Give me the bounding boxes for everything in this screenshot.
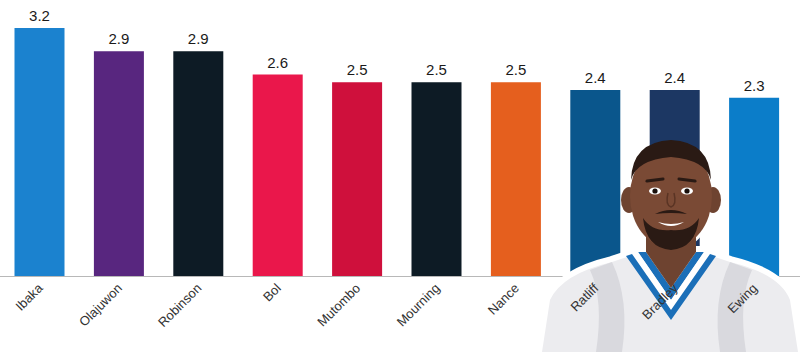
category-label: Mutombo [314, 281, 363, 330]
bar [570, 90, 620, 276]
bar [412, 82, 462, 276]
data-label: 2.5 [347, 61, 368, 78]
data-label: 2.3 [744, 77, 765, 94]
chart: 3.2 2.9 2.9 2.6 2.5 2.5 2.5 2.4 2.4 2.3 Ibaka Olaju… [0, 0, 800, 352]
data-label: 3.2 [29, 7, 50, 24]
bar [332, 82, 382, 276]
bar [253, 75, 303, 277]
category-label: Bol [260, 280, 284, 304]
data-label: 2.4 [664, 69, 685, 86]
category-label: Nance [485, 281, 522, 318]
bar [94, 51, 144, 276]
bars [15, 28, 780, 276]
data-label: 2.9 [108, 30, 129, 47]
player-illustration [542, 140, 798, 352]
bar [491, 82, 541, 276]
bar [15, 28, 65, 276]
bar [173, 51, 223, 276]
data-label: 2.4 [585, 69, 606, 86]
category-label: Robinson [155, 281, 204, 330]
data-label: 2.9 [188, 30, 209, 47]
data-label: 2.5 [505, 61, 526, 78]
chart-svg: 3.2 2.9 2.9 2.6 2.5 2.5 2.5 2.4 2.4 2.3 Ibaka Olaju… [0, 0, 800, 352]
category-label: Mourning [394, 281, 443, 330]
category-label: Ewing [725, 281, 761, 317]
bar [729, 98, 779, 276]
category-label: Ratliff [567, 280, 601, 314]
category-label: Olajuwon [76, 281, 125, 330]
data-label: 2.6 [267, 54, 288, 71]
data-label: 2.5 [426, 61, 447, 78]
category-label: Ibaka [13, 280, 47, 314]
category-label: Bradley [639, 280, 681, 322]
